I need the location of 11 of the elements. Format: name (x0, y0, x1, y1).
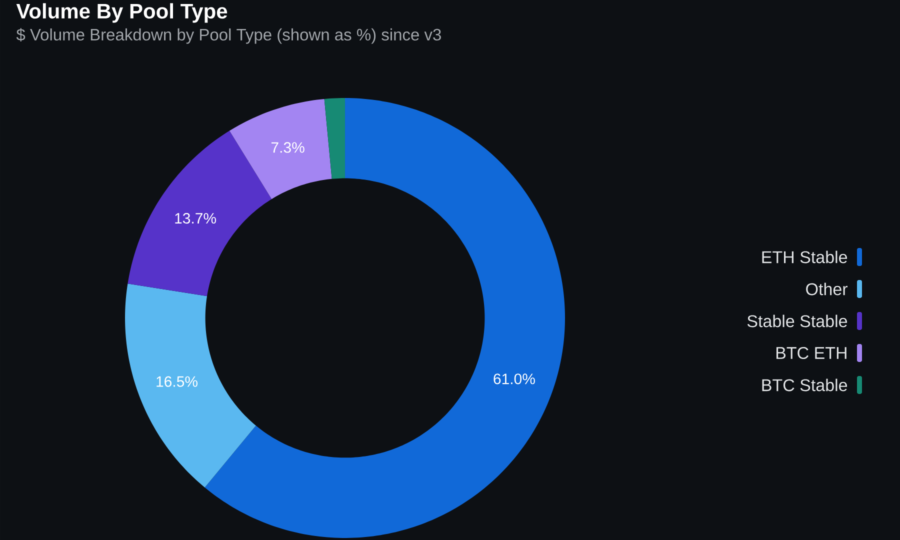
data-label: 16.5% (156, 376, 198, 387)
legend-label: BTC ETH (776, 346, 846, 360)
data-label: 61.0% (494, 374, 535, 384)
data-label: 7.3% (271, 142, 304, 153)
legend-label: BTC Stable (762, 378, 848, 392)
chart-subtitle: $ Volume Breakdown by Pool Type (shown as %) since v3 (16, 28, 441, 44)
legend-label: Other (806, 282, 848, 296)
data-label: 13.7% (175, 212, 216, 224)
chart-title: Volume By Pool Type (16, 3, 228, 23)
legend-label: ETH Stable (762, 250, 848, 264)
legend-label: Stable Stable (747, 314, 848, 328)
